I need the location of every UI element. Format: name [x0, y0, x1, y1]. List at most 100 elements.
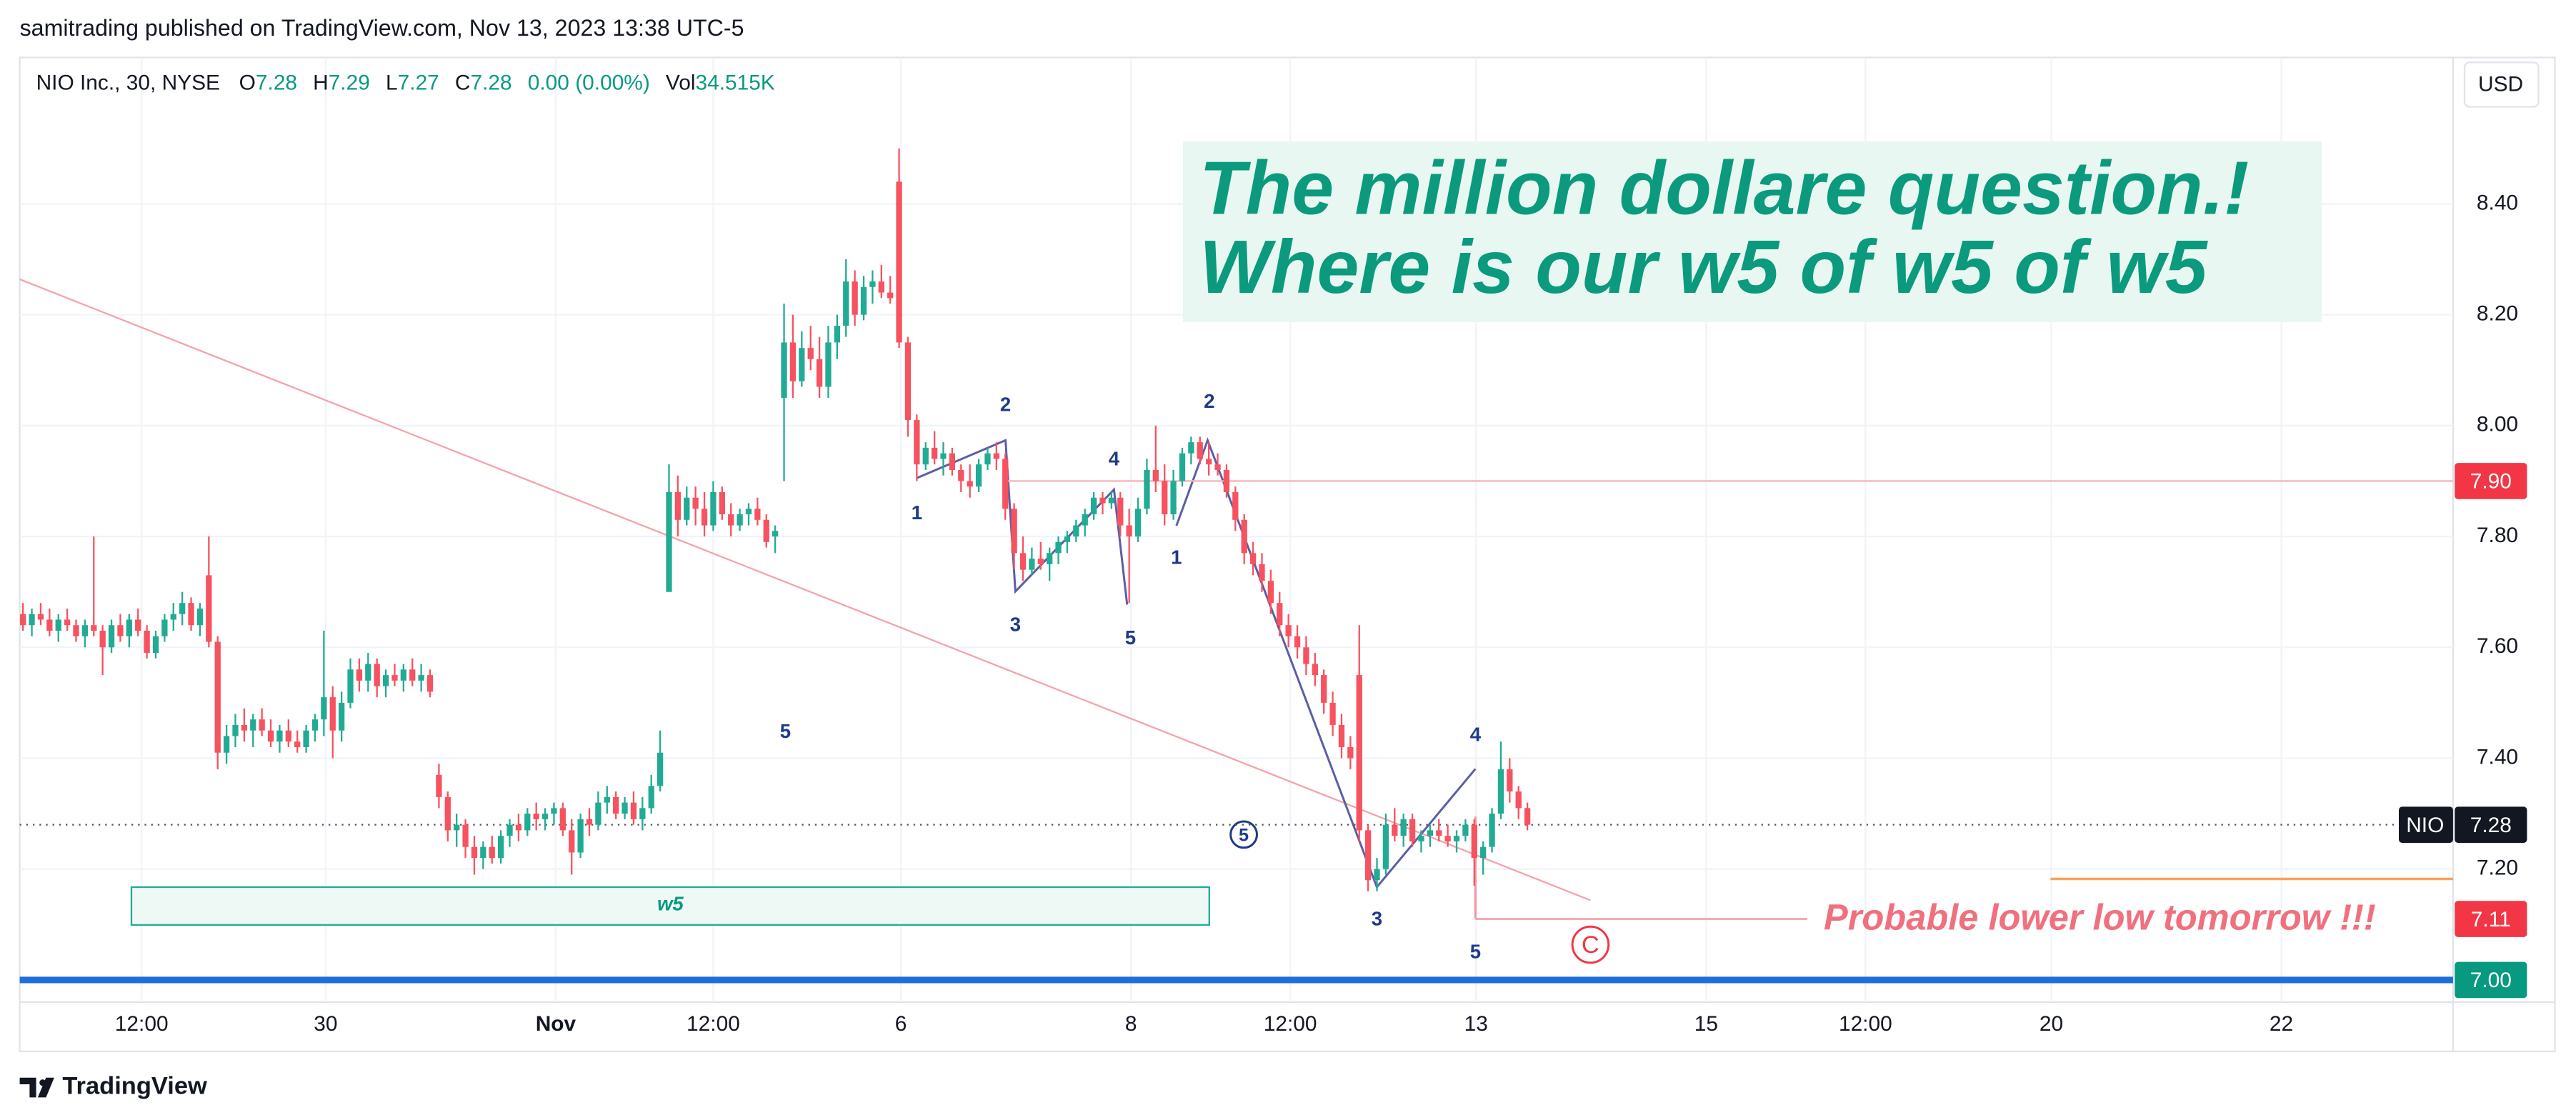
candle-body	[1055, 541, 1062, 554]
candle-body	[1374, 869, 1380, 881]
wave-label: 1	[1171, 546, 1182, 568]
candle-body	[834, 326, 841, 343]
legend-label: H	[313, 71, 329, 94]
x-tick-label: 6	[895, 1012, 907, 1036]
candle-body	[418, 675, 424, 681]
box-label: w5	[657, 893, 684, 915]
candle-body	[772, 531, 779, 537]
candle-body	[1338, 724, 1345, 747]
wave-label: 2	[1204, 390, 1214, 412]
candle-body	[329, 697, 336, 731]
logo	[19, 1077, 54, 1098]
candle-body	[382, 675, 389, 686]
candle-body	[1303, 647, 1309, 664]
candle-body	[533, 814, 539, 819]
candle-body	[1188, 442, 1194, 454]
candle-body	[20, 614, 26, 626]
y-tick-label: 7.20	[2477, 856, 2518, 880]
candle-body	[206, 575, 212, 642]
candle-body	[577, 819, 584, 853]
candle-body	[1409, 819, 1416, 841]
candle-body	[745, 509, 752, 515]
legend-value: 7.29	[329, 71, 370, 94]
candle-body	[179, 603, 186, 614]
candle-body	[1515, 791, 1522, 809]
candle-body	[869, 281, 876, 287]
candle-body	[259, 719, 265, 731]
candle-body	[311, 719, 319, 731]
candle-body	[737, 514, 743, 526]
candle-body	[621, 802, 628, 814]
candle-body	[1321, 675, 1327, 703]
candle-body	[1047, 553, 1053, 564]
legend-value: 7.28	[471, 71, 512, 94]
candle-body	[975, 464, 982, 487]
x-tick-label: 15	[1694, 1012, 1718, 1036]
candle-body	[391, 675, 398, 681]
candle-body	[400, 669, 407, 681]
candle-body	[250, 719, 256, 731]
candle-body	[1197, 442, 1203, 459]
candle-body	[108, 625, 115, 648]
legend: NIO Inc., 30, NYSE O7.28 H7.29 L7.27 C7.…	[36, 71, 775, 94]
y-tick-label: 8.00	[2477, 413, 2518, 436]
price-tag-label: 7.11	[2471, 908, 2511, 931]
price-tag-label: 7.00	[2470, 969, 2512, 992]
candle-body	[1294, 636, 1301, 648]
candle-body	[1507, 769, 1513, 792]
candle-body	[303, 730, 309, 747]
candle-body	[630, 802, 637, 819]
candle-body	[285, 730, 291, 742]
candle-body	[958, 469, 964, 481]
candle-body	[1090, 497, 1097, 515]
candle-body	[170, 614, 176, 620]
candle-body	[807, 348, 814, 359]
candle-body	[878, 281, 884, 293]
candle-body	[887, 292, 894, 299]
candle-body	[117, 625, 124, 636]
candle-body	[904, 342, 912, 421]
candle-body	[55, 619, 61, 631]
candle-body	[816, 359, 823, 387]
candle-body	[940, 453, 947, 459]
candle-body	[99, 631, 106, 648]
candle-body	[1002, 459, 1009, 509]
candle-body	[1064, 536, 1071, 542]
wave-label: 4	[1470, 724, 1482, 746]
x-tick-label: 20	[2040, 1012, 2063, 1036]
candle-body	[719, 491, 725, 515]
candle-body	[1019, 553, 1027, 570]
logo-dot	[39, 1079, 46, 1086]
legend-label: L	[386, 71, 398, 94]
candle-body	[188, 603, 194, 626]
legend-label: Vol	[666, 71, 696, 94]
candle-body	[1170, 481, 1177, 515]
currency: USD	[2478, 72, 2523, 96]
candle-body	[480, 846, 486, 859]
candle-body	[1011, 509, 1017, 554]
y-tick-label: 7.60	[2477, 634, 2518, 658]
w5-box	[130, 886, 1210, 926]
circle-marker	[1229, 820, 1258, 849]
legend-change: 0.00 (0.00%)	[528, 71, 650, 94]
candle-body	[789, 342, 797, 381]
candle-body	[1214, 464, 1221, 470]
price-tag	[2455, 901, 2527, 937]
candle-body	[843, 281, 849, 326]
candle-body	[524, 814, 531, 831]
currency-button[interactable]	[2463, 61, 2540, 108]
candle-body	[1144, 469, 1150, 509]
candle-body	[1497, 769, 1504, 814]
candle-body	[1267, 581, 1274, 604]
wave-label: 5	[1125, 626, 1136, 649]
candle-body	[684, 497, 690, 520]
candle-body	[1356, 675, 1362, 831]
candle-body	[648, 786, 654, 809]
candle-body	[1312, 664, 1318, 676]
legend-volume: 34.515K	[695, 71, 774, 94]
legend-label: C	[455, 71, 471, 94]
candle-body	[692, 497, 699, 509]
candle-body	[1480, 846, 1487, 859]
candle-body	[91, 625, 97, 631]
candle-body	[1329, 702, 1336, 725]
